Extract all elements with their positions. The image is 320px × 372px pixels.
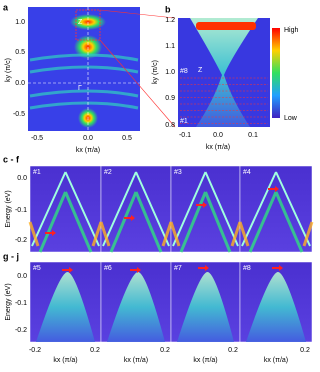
arrow	[268, 186, 279, 192]
arrow	[272, 265, 283, 271]
x-tick-label: -0.5	[31, 135, 43, 142]
dispersion	[172, 171, 239, 247]
map-band	[29, 53, 139, 62]
y-tick-label: 1.1	[165, 43, 175, 50]
annotation: Z	[78, 19, 83, 26]
axis-label: kx (π/a)	[53, 357, 77, 364]
cut-image	[100, 165, 172, 253]
x-tick-label: 0.2	[300, 347, 310, 354]
x-tick-label: 0.0	[83, 135, 93, 142]
cut-label: #8	[243, 265, 251, 272]
y-tick-label: 0.0	[17, 175, 27, 182]
zoom-line	[99, 39, 176, 128]
dispersion	[102, 171, 170, 247]
dispersion	[169, 221, 242, 247]
panel-label: b	[165, 4, 171, 14]
axis-label: Energy (eV)	[5, 283, 12, 320]
colorbar-label: High	[284, 27, 299, 34]
annotation: Z	[198, 67, 203, 74]
colorbar	[272, 28, 280, 118]
axis-label: kx (π/a)	[264, 357, 288, 364]
annotation: #8	[180, 68, 188, 75]
y-tick-label: -0.5	[13, 111, 25, 118]
cut-label: #4	[243, 169, 251, 176]
dispersion	[28, 221, 103, 247]
x-tick-label: 0.1	[248, 132, 258, 139]
map-feature	[196, 22, 256, 30]
panel-label: c - f	[3, 154, 20, 164]
y-tick-label: 1.0	[165, 69, 175, 76]
cut-label: #7	[174, 265, 182, 272]
cut-image	[239, 165, 313, 253]
dispersion	[109, 191, 163, 253]
y-tick-label: -0.2	[15, 327, 27, 334]
x-tick-label: 0.2	[90, 347, 100, 354]
dispersion	[177, 272, 234, 342]
x-tick-label: -0.2	[29, 347, 41, 354]
y-tick-label: 1.0	[15, 19, 25, 26]
axis-label: kx (π/a)	[76, 147, 100, 154]
dispersion	[179, 191, 232, 253]
arrow	[130, 267, 141, 273]
cut-image	[170, 165, 241, 253]
y-tick-label: 1.2	[165, 17, 175, 24]
x-tick-label: 0.2	[228, 347, 238, 354]
x-tick-label: -0.1	[179, 132, 191, 139]
cut-label: #6	[104, 265, 112, 272]
annotation: Γ	[78, 85, 82, 92]
cut-image	[29, 165, 102, 253]
zoom-line	[99, 9, 176, 19]
y-tick-label: 0.0	[15, 80, 25, 87]
cut-label: #5	[33, 265, 41, 272]
dispersion	[99, 221, 173, 247]
y-tick-label: 0.0	[17, 273, 27, 280]
dispersion	[36, 272, 95, 342]
y-tick-label: 0.8	[165, 122, 175, 129]
dispersion	[31, 171, 100, 247]
panel-label: g - j	[3, 251, 19, 261]
x-tick-label: 0.5	[122, 135, 132, 142]
arrow	[124, 215, 135, 221]
dispersion	[107, 272, 165, 342]
y-tick-label: 0.9	[165, 95, 175, 102]
axis-label: Energy (eV)	[5, 190, 12, 227]
dispersion	[248, 191, 304, 253]
map-feature	[190, 18, 258, 127]
annotation: #1	[180, 118, 188, 125]
cut-label: #2	[104, 169, 112, 176]
colorbar-label: Low	[284, 115, 298, 122]
axis-label: kx (π/a)	[206, 144, 230, 151]
axis-label: ky (π/c)	[5, 58, 12, 82]
map-band	[29, 101, 139, 110]
x-tick-label: 0.0	[213, 132, 223, 139]
arrow	[62, 267, 73, 273]
axis-label: kx (π/a)	[124, 357, 148, 364]
axis-label: ky (π/c)	[152, 60, 159, 84]
map-band	[29, 65, 139, 74]
axis-label: kx (π/a)	[193, 357, 217, 364]
dispersion	[38, 191, 93, 253]
y-tick-label: 0.5	[15, 49, 25, 56]
y-tick-label: -0.1	[15, 300, 27, 307]
dispersion	[241, 171, 311, 247]
y-tick-label: -0.1	[15, 207, 27, 214]
arrow	[45, 230, 56, 236]
y-tick-label: -0.2	[15, 237, 27, 244]
arrow	[196, 202, 207, 208]
map-band	[29, 89, 139, 98]
dispersion	[246, 272, 306, 342]
dispersion	[238, 221, 314, 247]
x-tick-label: 0.2	[160, 347, 170, 354]
cut-label: #1	[33, 169, 41, 176]
panel-label: a	[3, 2, 9, 12]
cut-label: #3	[174, 169, 182, 176]
arrow	[198, 265, 209, 271]
